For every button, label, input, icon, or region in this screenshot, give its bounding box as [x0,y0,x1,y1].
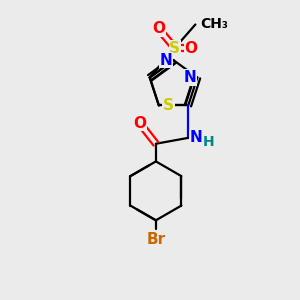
Text: N: N [159,53,172,68]
Text: O: O [152,21,165,36]
Text: O: O [133,116,146,130]
Text: CH₃: CH₃ [200,17,228,32]
Text: O: O [184,40,197,56]
Text: H: H [202,135,214,149]
Text: S: S [169,40,180,56]
Text: S: S [163,98,174,113]
Text: Br: Br [146,232,165,247]
Text: N: N [190,130,202,146]
Text: N: N [183,70,196,85]
